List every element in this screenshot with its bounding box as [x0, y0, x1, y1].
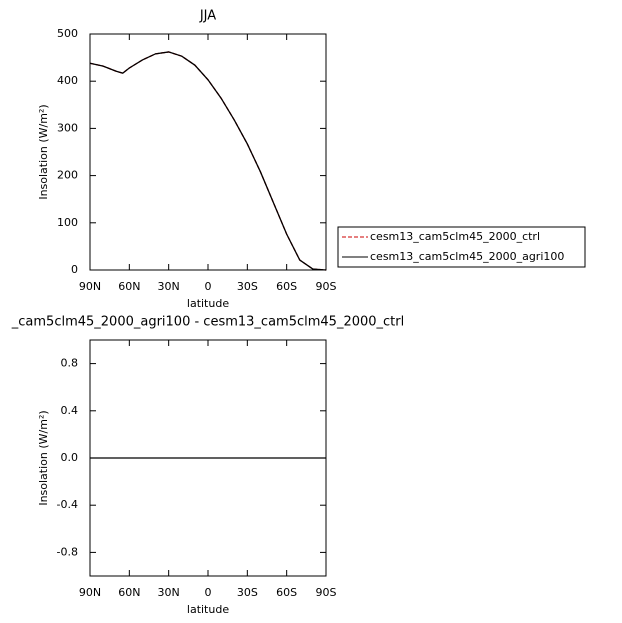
x-tick-label: 60N: [118, 280, 140, 293]
x-tick-label: 90N: [79, 280, 101, 293]
x-tick-label: 60S: [276, 586, 297, 599]
y-tick-label: 100: [57, 216, 78, 229]
y-tick-label: 200: [57, 169, 78, 182]
chart-title: JJA: [199, 9, 216, 24]
x-tick-label: 90S: [316, 280, 337, 293]
line-series: [89, 51, 327, 271]
x-tick-label: 30S: [237, 280, 258, 293]
x-tick-label: 30N: [158, 586, 180, 599]
y-axis-label: Insolation (W/m²): [37, 104, 50, 199]
x-tick-label: 0: [205, 586, 212, 599]
plot-frame: [89, 339, 327, 577]
y-tick-label: 0.0: [61, 451, 79, 464]
x-tick-label: 90S: [316, 586, 337, 599]
x-tick-label: 60S: [276, 280, 297, 293]
y-tick-label: 0: [71, 263, 78, 276]
y-axis-label: Insolation (W/m²): [37, 410, 50, 505]
x-tick-label: 90N: [79, 586, 101, 599]
x-tick-label: 60N: [118, 586, 140, 599]
x-tick-label: 30N: [158, 280, 180, 293]
legend-label: cesm13_cam5clm45_2000_agri100: [370, 250, 564, 263]
y-tick-label: -0.8: [57, 545, 78, 558]
y-tick-label: 300: [57, 121, 78, 134]
x-axis-label: latitude: [187, 297, 229, 310]
y-tick-label: -0.4: [57, 498, 78, 511]
y-tick-label: 500: [57, 27, 78, 40]
plot-frame: [89, 33, 327, 271]
x-axis-label: latitude: [187, 603, 229, 616]
legend-label: cesm13_cam5clm45_2000_ctrl: [370, 230, 540, 243]
x-tick-label: 30S: [237, 586, 258, 599]
y-tick-label: 0.4: [61, 404, 79, 417]
y-tick-label: 0.8: [61, 357, 79, 370]
x-tick-label: 0: [205, 280, 212, 293]
chart-title: _cam5clm45_2000_agri100 - cesm13_cam5clm…: [11, 315, 404, 330]
y-tick-label: 400: [57, 74, 78, 87]
legend-box: [337, 226, 586, 268]
line-series: [89, 51, 327, 271]
